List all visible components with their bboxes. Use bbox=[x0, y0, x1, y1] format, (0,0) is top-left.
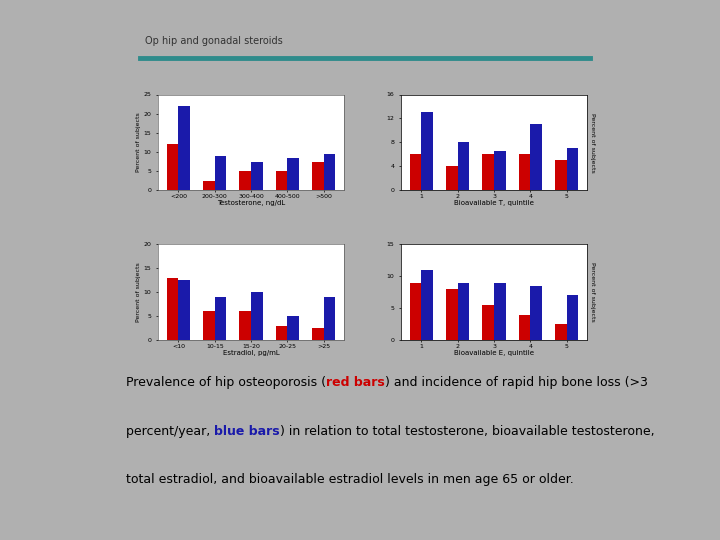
Bar bbox=[287, 158, 299, 191]
Bar bbox=[519, 154, 531, 191]
Bar bbox=[167, 278, 179, 340]
X-axis label: Estradiol, pg/mL: Estradiol, pg/mL bbox=[222, 350, 279, 356]
Text: ) and incidence of rapid hip bone loss (>3: ) and incidence of rapid hip bone loss (… bbox=[384, 376, 647, 389]
X-axis label: Bioavailable T, quintile: Bioavailable T, quintile bbox=[454, 200, 534, 206]
Bar bbox=[179, 106, 190, 191]
Bar bbox=[179, 280, 190, 340]
Bar bbox=[421, 270, 433, 340]
Bar bbox=[276, 171, 287, 191]
Bar bbox=[324, 154, 336, 191]
Bar bbox=[251, 161, 263, 191]
Bar bbox=[276, 326, 287, 340]
Bar bbox=[312, 328, 324, 340]
Bar bbox=[240, 312, 251, 340]
Bar bbox=[458, 283, 469, 340]
Bar bbox=[312, 161, 324, 191]
Bar bbox=[531, 124, 542, 191]
Bar bbox=[410, 154, 421, 191]
Bar bbox=[494, 151, 505, 191]
Bar bbox=[555, 324, 567, 340]
Y-axis label: Percent of subjects: Percent of subjects bbox=[136, 112, 141, 172]
Text: total estradiol, and bioavailable estradiol levels in men age 65 or older.: total estradiol, and bioavailable estrad… bbox=[126, 473, 574, 487]
Bar bbox=[421, 112, 433, 191]
Bar bbox=[167, 144, 179, 191]
Text: percent/year,: percent/year, bbox=[126, 424, 215, 438]
X-axis label: Testosterone, ng/dL: Testosterone, ng/dL bbox=[217, 200, 285, 206]
Bar bbox=[240, 171, 251, 191]
Text: Op hip and gonadal steroids: Op hip and gonadal steroids bbox=[145, 36, 283, 46]
Bar bbox=[446, 289, 458, 340]
Bar bbox=[215, 156, 226, 191]
Bar bbox=[410, 283, 421, 340]
Bar bbox=[494, 283, 505, 340]
Bar bbox=[567, 148, 578, 191]
X-axis label: Bioavailable E, quintile: Bioavailable E, quintile bbox=[454, 350, 534, 356]
Text: red bars: red bars bbox=[326, 376, 384, 389]
Bar bbox=[531, 286, 542, 340]
Y-axis label: Percent of subjects: Percent of subjects bbox=[590, 112, 595, 172]
Text: Prevalence of hip osteoporosis (: Prevalence of hip osteoporosis ( bbox=[126, 376, 326, 389]
Bar bbox=[482, 154, 494, 191]
Bar bbox=[324, 297, 336, 340]
Bar bbox=[251, 292, 263, 340]
Bar bbox=[519, 315, 531, 340]
Bar bbox=[567, 295, 578, 340]
Bar bbox=[458, 143, 469, 191]
Bar bbox=[555, 160, 567, 191]
Bar bbox=[287, 316, 299, 340]
Text: ) in relation to total testosterone, bioavailable testosterone,: ) in relation to total testosterone, bio… bbox=[280, 424, 654, 438]
Y-axis label: Percent of subjects: Percent of subjects bbox=[136, 262, 141, 322]
Bar bbox=[203, 312, 215, 340]
Bar bbox=[215, 297, 226, 340]
Bar bbox=[446, 166, 458, 191]
Bar bbox=[203, 181, 215, 191]
Bar bbox=[482, 305, 494, 340]
Y-axis label: Percent of subjects: Percent of subjects bbox=[590, 262, 595, 322]
Text: blue bars: blue bars bbox=[215, 424, 280, 438]
